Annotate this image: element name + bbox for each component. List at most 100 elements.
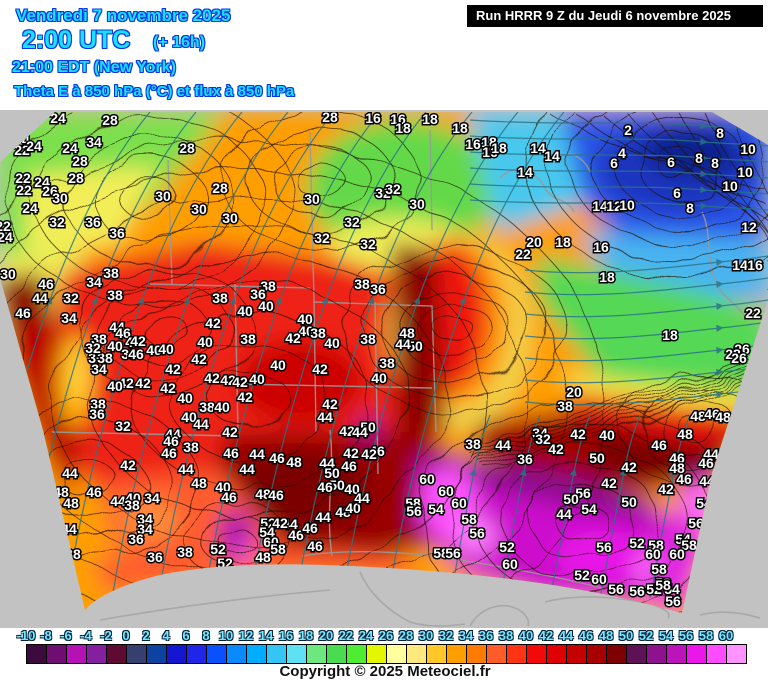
scale-color-cell <box>526 644 547 664</box>
scale-tick-label: 26 <box>378 628 394 643</box>
scale-tick-label: 38 <box>498 628 514 643</box>
map-value-label: 8 <box>695 150 703 166</box>
map-value-label: 44 <box>165 426 181 442</box>
map-value-label: 16 <box>747 257 763 273</box>
forecast-hour-offset: (+ 16h) <box>153 34 206 51</box>
map-value-label: 42 <box>118 375 134 391</box>
scale-color-cell <box>446 644 467 664</box>
scale-tick-label: 30 <box>418 628 434 643</box>
map-value-label: 38 <box>557 398 573 414</box>
scale-tick-label: 28 <box>398 628 414 643</box>
map-value-label: 42 <box>135 375 151 391</box>
map-value-label: 42 <box>658 481 674 497</box>
map-value-label: 14 <box>592 198 608 214</box>
map-value-label: 16 <box>482 144 498 160</box>
map-value-label: 14 <box>732 257 748 273</box>
scale-color-cell <box>306 644 327 664</box>
map-value-label: 42 <box>621 459 637 475</box>
map-value-label: 48 <box>286 454 302 470</box>
map-value-label: 40 <box>107 338 123 354</box>
map-value-label: 44 <box>354 490 370 506</box>
map-value-label: 46 <box>302 520 318 536</box>
scale-tick-label: 50 <box>618 628 634 643</box>
map-value-label: 38 <box>260 278 276 294</box>
map-value-label: 30 <box>191 201 207 217</box>
map-value-label: 38 <box>240 331 256 347</box>
map-value-label: 26 <box>731 350 747 366</box>
map-value-label: 28 <box>725 346 741 362</box>
scale-tick-label: 44 <box>558 628 574 643</box>
map-value-label: 34 <box>144 490 160 506</box>
map-value-label: 8 <box>716 125 724 141</box>
map-value-label: 58 <box>433 545 449 561</box>
scale-color-cell <box>286 644 307 664</box>
map-value-label: 34 <box>532 425 548 441</box>
map-value-label: 52 <box>260 515 276 531</box>
map-value-label: 32 <box>49 214 65 230</box>
map-value-label: 42 <box>285 330 301 346</box>
map-value-label: 42 <box>220 372 236 388</box>
map-value-label: 44 <box>495 437 511 453</box>
map-value-label: 46 <box>15 305 31 321</box>
map-value-label: 46 <box>86 484 102 500</box>
map-value-label: 48 <box>669 460 685 476</box>
map-value-label: 40 <box>324 335 340 351</box>
map-value-label: 50 <box>360 419 376 435</box>
map-value-label: 44 <box>352 424 368 440</box>
map-value-label: 16 <box>593 239 609 255</box>
map-value-label: 46 <box>268 487 284 503</box>
map-value-label: 58 <box>648 537 664 553</box>
scale-color-cell <box>346 644 367 664</box>
map-value-label: 24 <box>34 174 50 190</box>
map-value-label: 28 <box>212 180 228 196</box>
map-value-label: 42 <box>232 374 248 390</box>
map-value-label: 10 <box>722 178 738 194</box>
map-value-label: 48 <box>677 426 693 442</box>
map-value-label: 46 <box>651 437 667 453</box>
map-value-label: 60 <box>438 483 454 499</box>
map-value-label: 44 <box>703 446 719 462</box>
theta-e-color-field <box>0 112 768 613</box>
map-value-label: 28 <box>72 153 88 169</box>
map-value-label: 56 <box>469 525 485 541</box>
map-value-label: 52 <box>210 541 226 557</box>
weather-map: 2424242224242834282822242226302830302830… <box>0 110 768 628</box>
map-value-label: 38 <box>103 265 119 281</box>
map-value-label: 60 <box>645 546 661 562</box>
map-value-label: 38 <box>379 355 395 371</box>
scale-tick-label: -8 <box>40 628 52 643</box>
map-value-label: 48 <box>255 486 271 502</box>
map-value-label: 54 <box>581 501 597 517</box>
map-value-label: 46 <box>221 489 237 505</box>
map-value-label: 22 <box>0 218 11 234</box>
map-value-label: 14 <box>544 148 560 164</box>
map-value-label: 54 <box>675 531 691 547</box>
map-value-label: 22 <box>745 305 761 321</box>
scale-color-cell <box>166 644 187 664</box>
map-value-label: 44 <box>62 465 78 481</box>
map-value-label: 40 <box>214 399 230 415</box>
map-value-label: 50 <box>621 494 637 510</box>
map-value-label: 34 <box>137 521 153 537</box>
map-value-label: 44 <box>110 493 126 509</box>
map-value-label: 58 <box>655 577 671 593</box>
map-value-label: 28 <box>322 110 338 125</box>
scale-color-cell <box>266 644 287 664</box>
scale-tick-label: 6 <box>182 628 190 643</box>
scale-tick-label: 2 <box>142 628 150 643</box>
scale-tick-label: 60 <box>718 628 734 643</box>
map-value-label: 40 <box>237 303 253 319</box>
map-value-label: 16 <box>365 110 381 126</box>
scale-tick-label: 20 <box>318 628 334 643</box>
scale-tick-label: 10 <box>218 628 234 643</box>
map-value-label: 50 <box>563 491 579 507</box>
map-value-label: 40 <box>270 357 286 373</box>
map-value-label: 52 <box>574 567 590 583</box>
copyright: Copyright © 2025 Meteociel.fr <box>279 663 491 680</box>
map-value-label: 44 <box>395 336 411 352</box>
map-value-label: 46 <box>128 346 144 362</box>
map-value-label: 38 <box>97 350 113 366</box>
map-value-label: 28 <box>68 170 84 186</box>
scale-tick-label: 18 <box>298 628 314 643</box>
